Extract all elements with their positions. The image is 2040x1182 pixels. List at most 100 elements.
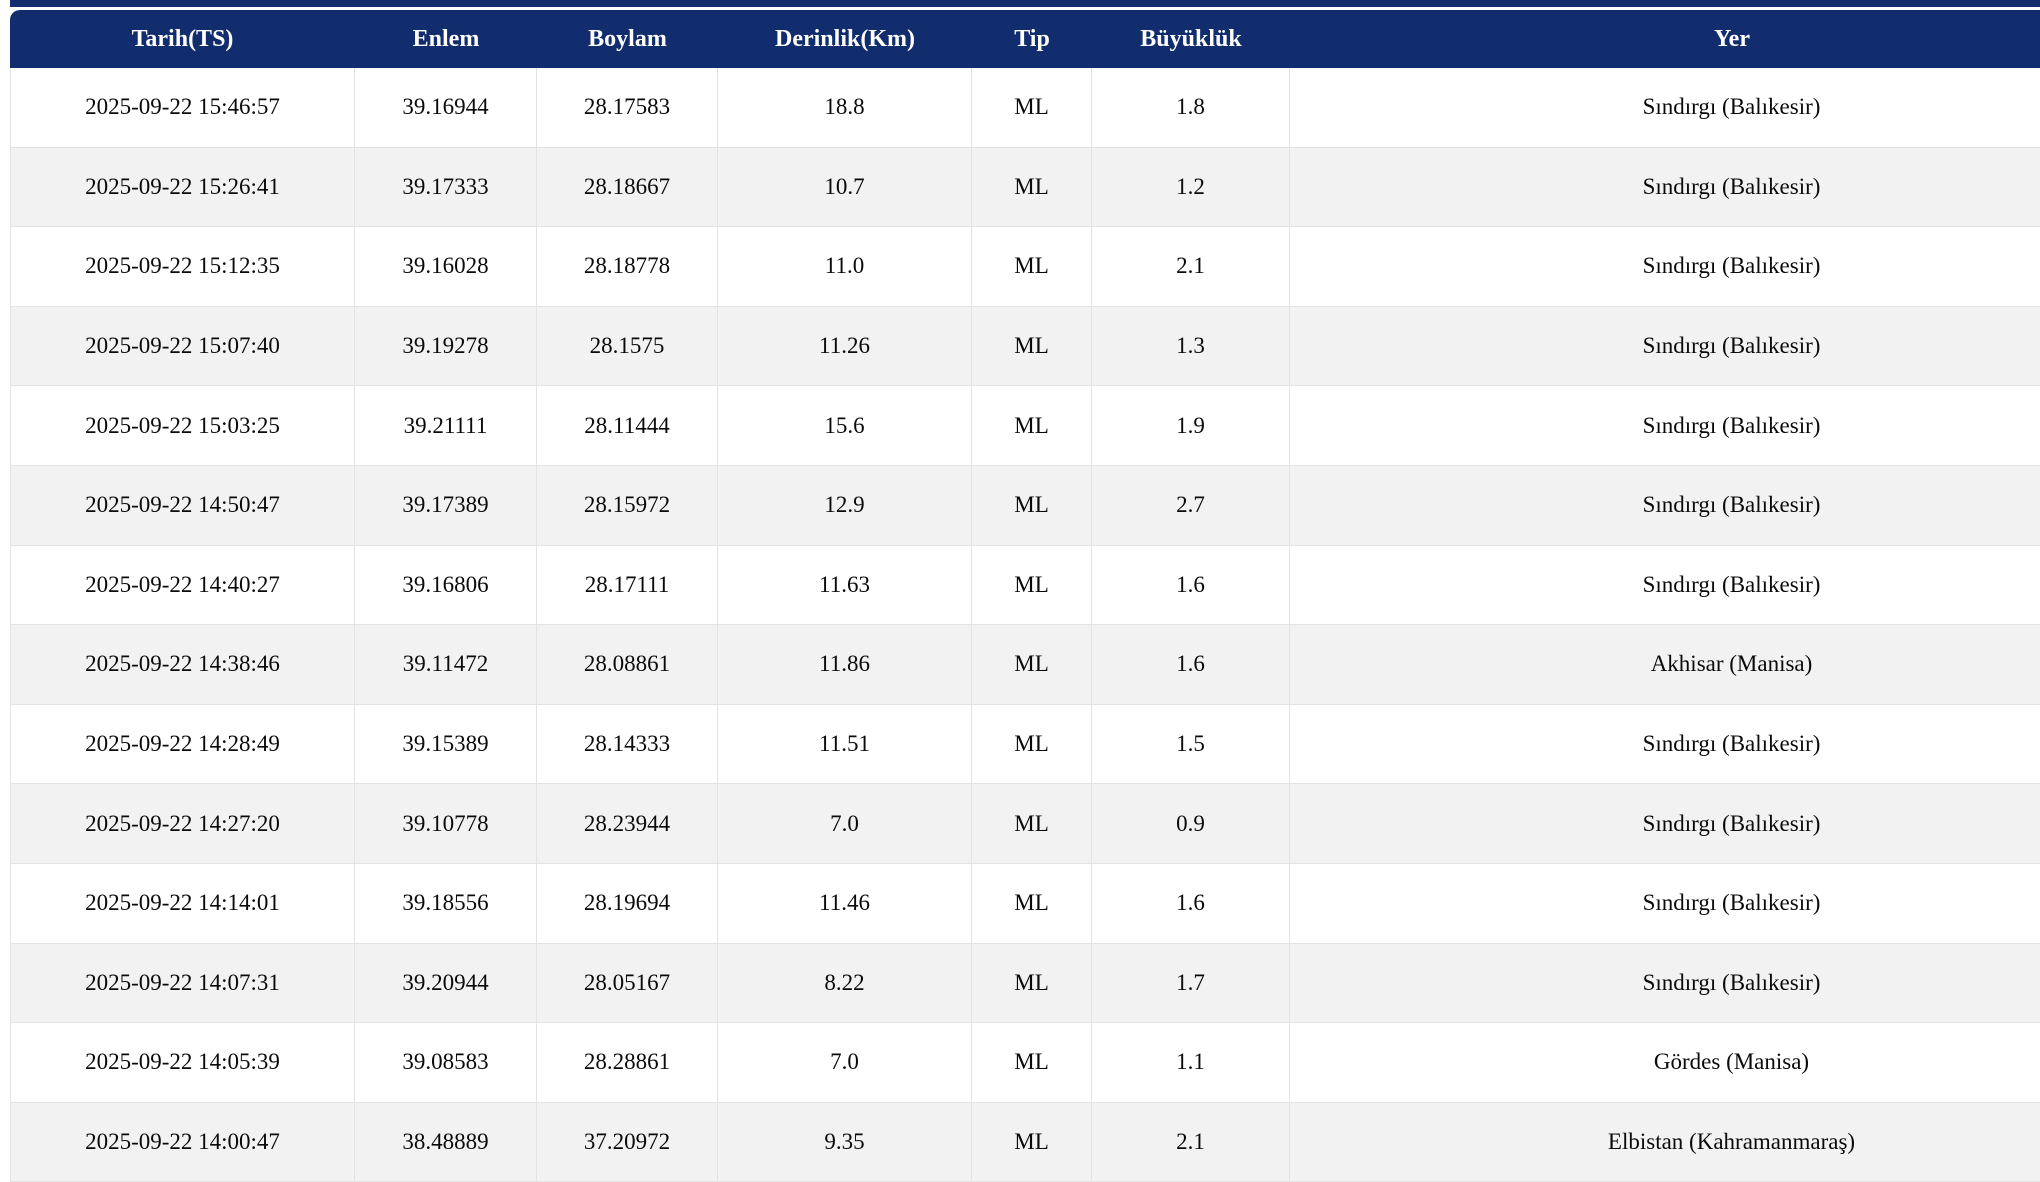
cell-tip: ML (972, 147, 1092, 228)
cell-yer: Sındırgı (Balıkesir) (1290, 705, 2040, 785)
cell-enlem: 39.16806 (355, 545, 537, 626)
header-row: Tarih(TS) Enlem Boylam Derinlik(Km) Tip … (10, 10, 2040, 68)
cell-tip: ML (972, 227, 1092, 307)
cell-yer: Sındırgı (Balıkesir) (1290, 227, 2040, 307)
column-header-derinlik: Derinlik(Km) (718, 10, 972, 68)
column-header-yer: Yer (1290, 10, 2040, 68)
cell-tarih: 2025-09-22 14:50:47 (10, 465, 355, 546)
cell-enlem: 39.15389 (355, 704, 537, 785)
table-row[interactable]: 2025-09-22 14:14:01 39.18556 28.19694 11… (10, 863, 2040, 944)
cell-tip: ML (972, 1102, 1092, 1182)
cell-derinlik: 11.63 (718, 545, 972, 626)
cell-derinlik: 11.26 (718, 306, 972, 387)
cell-boylam: 28.1575 (537, 306, 718, 387)
cell-derinlik: 8.22 (718, 943, 972, 1024)
cell-boylam: 28.15972 (537, 465, 718, 546)
cell-boylam: 28.17583 (537, 68, 718, 148)
cell-enlem: 39.17389 (355, 465, 537, 546)
cell-derinlik: 7.0 (718, 784, 972, 864)
cell-buyukluk: 1.5 (1092, 704, 1290, 785)
cell-buyukluk: 1.6 (1092, 545, 1290, 626)
cell-buyukluk: 2.7 (1092, 465, 1290, 546)
cell-yer: Sındırgı (Balıkesir) (1290, 68, 2040, 148)
cell-tip: ML (972, 68, 1092, 148)
cell-yer: Sındırgı (Balıkesir) (1290, 148, 2040, 228)
cell-enlem: 39.16028 (355, 227, 537, 307)
cell-yer: Sındırgı (Balıkesir) (1290, 784, 2040, 864)
cell-tarih: 2025-09-22 14:28:49 (10, 704, 355, 785)
table-row[interactable]: 2025-09-22 15:46:57 39.16944 28.17583 18… (10, 68, 2040, 148)
cell-derinlik: 15.6 (718, 386, 972, 466)
earthquake-table: Tarih(TS) Enlem Boylam Derinlik(Km) Tip … (10, 10, 2040, 1182)
cell-derinlik: 11.86 (718, 625, 972, 705)
table-row[interactable]: 2025-09-22 14:38:46 39.11472 28.08861 11… (10, 625, 2040, 705)
cell-enlem: 39.11472 (355, 625, 537, 705)
cell-tip: ML (972, 625, 1092, 705)
cell-boylam: 28.08861 (537, 625, 718, 705)
cell-buyukluk: 1.1 (1092, 1023, 1290, 1103)
cell-enlem: 38.48889 (355, 1102, 537, 1182)
cell-tarih: 2025-09-22 14:27:20 (10, 784, 355, 864)
cell-boylam: 28.19694 (537, 863, 718, 944)
table-row[interactable]: 2025-09-22 15:26:41 39.17333 28.18667 10… (10, 147, 2040, 228)
table-row[interactable]: 2025-09-22 14:27:20 39.10778 28.23944 7.… (10, 784, 2040, 864)
cell-buyukluk: 1.7 (1092, 943, 1290, 1024)
cell-buyukluk: 1.2 (1092, 147, 1290, 228)
cell-buyukluk: 1.8 (1092, 68, 1290, 148)
cell-buyukluk: 1.9 (1092, 386, 1290, 466)
cell-boylam: 28.18778 (537, 227, 718, 307)
cell-buyukluk: 1.6 (1092, 625, 1290, 705)
cell-yer: Sındırgı (Balıkesir) (1290, 307, 2040, 387)
cell-tarih: 2025-09-22 14:40:27 (10, 545, 355, 626)
table-row[interactable]: 2025-09-22 14:00:47 38.48889 37.20972 9.… (10, 1102, 2040, 1182)
cell-boylam: 37.20972 (537, 1102, 718, 1182)
table-row[interactable]: 2025-09-22 14:28:49 39.15389 28.14333 11… (10, 704, 2040, 785)
cell-tarih: 2025-09-22 14:05:39 (10, 1023, 355, 1103)
cell-derinlik: 18.8 (718, 68, 972, 148)
table-row[interactable]: 2025-09-22 14:40:27 39.16806 28.17111 11… (10, 545, 2040, 626)
cell-tip: ML (972, 704, 1092, 785)
cell-enlem: 39.21111 (355, 386, 537, 466)
cell-enlem: 39.16944 (355, 68, 537, 148)
column-header-enlem: Enlem (355, 10, 537, 68)
cell-derinlik: 10.7 (718, 147, 972, 228)
table-header: Tarih(TS) Enlem Boylam Derinlik(Km) Tip … (10, 10, 2040, 68)
cell-tarih: 2025-09-22 15:46:57 (10, 68, 355, 148)
cell-enlem: 39.10778 (355, 784, 537, 864)
table-row[interactable]: 2025-09-22 15:03:25 39.21111 28.11444 15… (10, 386, 2040, 466)
cell-yer: Gördes (Manisa) (1290, 1023, 2040, 1103)
table-row[interactable]: 2025-09-22 14:05:39 39.08583 28.28861 7.… (10, 1023, 2040, 1103)
cell-derinlik: 9.35 (718, 1102, 972, 1182)
cell-yer: Akhisar (Manisa) (1290, 625, 2040, 705)
column-header-tarih: Tarih(TS) (10, 10, 355, 68)
table-row[interactable]: 2025-09-22 15:07:40 39.19278 28.1575 11.… (10, 306, 2040, 387)
cell-tip: ML (972, 1023, 1092, 1103)
cell-buyukluk: 1.3 (1092, 306, 1290, 387)
cell-yer: Elbistan (Kahramanmaraş) (1290, 1103, 2040, 1182)
cell-tarih: 2025-09-22 15:26:41 (10, 147, 355, 228)
cell-derinlik: 11.46 (718, 863, 972, 944)
cell-enlem: 39.17333 (355, 147, 537, 228)
cell-yer: Sındırgı (Balıkesir) (1290, 864, 2040, 944)
cell-boylam: 28.17111 (537, 545, 718, 626)
cell-tarih: 2025-09-22 14:00:47 (10, 1102, 355, 1182)
cell-boylam: 28.05167 (537, 943, 718, 1024)
table-row[interactable]: 2025-09-22 14:07:31 39.20944 28.05167 8.… (10, 943, 2040, 1024)
cell-derinlik: 7.0 (718, 1023, 972, 1103)
cell-tip: ML (972, 863, 1092, 944)
cell-yer: Sındırgı (Balıkesir) (1290, 546, 2040, 626)
cell-tip: ML (972, 386, 1092, 466)
cell-boylam: 28.14333 (537, 704, 718, 785)
column-header-boylam: Boylam (537, 10, 718, 68)
cell-boylam: 28.23944 (537, 784, 718, 864)
table-row[interactable]: 2025-09-22 15:12:35 39.16028 28.18778 11… (10, 227, 2040, 307)
cell-tarih: 2025-09-22 14:14:01 (10, 863, 355, 944)
table-row[interactable]: 2025-09-22 14:50:47 39.17389 28.15972 12… (10, 465, 2040, 546)
cell-derinlik: 11.0 (718, 227, 972, 307)
cell-buyukluk: 2.1 (1092, 1102, 1290, 1182)
cell-derinlik: 12.9 (718, 465, 972, 546)
cell-tip: ML (972, 943, 1092, 1024)
cell-tarih: 2025-09-22 15:03:25 (10, 386, 355, 466)
cell-tip: ML (972, 784, 1092, 864)
cell-enlem: 39.08583 (355, 1023, 537, 1103)
